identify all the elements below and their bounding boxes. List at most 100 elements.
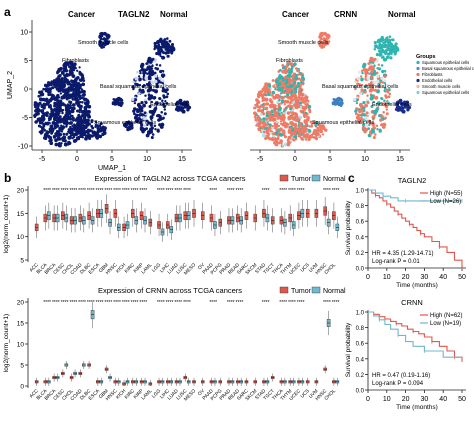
umap-right-point: [271, 94, 274, 97]
umap-left-point: [146, 123, 149, 127]
umap-right-cluster-fibro: Fibroblasts: [276, 58, 303, 64]
umap-right-cluster-smooth: Smooth muscle cells: [278, 40, 329, 46]
umap-left-point: [164, 43, 169, 48]
umap-right-point: [282, 121, 287, 125]
umap-left-point: [162, 95, 166, 99]
umap-right-point: [381, 69, 385, 74]
kmBotCurves-xtick-label: 20: [402, 396, 410, 403]
umap-left-point: [42, 106, 46, 110]
umap-right-point: [286, 61, 290, 64]
umap-right-point: [294, 113, 299, 118]
umap-left-point: [71, 97, 75, 101]
significance-mark: ****: [157, 300, 165, 306]
kmBotCurves-ytick-label: 0.8: [356, 326, 365, 332]
umap-left-point: [161, 81, 165, 85]
umap-left-point: [50, 109, 55, 114]
significance-mark: ****: [61, 300, 69, 306]
significance-mark: ****: [69, 188, 77, 194]
x-tick-label: ACC: [28, 262, 40, 274]
umap-right-point: [367, 119, 371, 123]
umap-left-point: [33, 105, 37, 109]
umap-right-point: [268, 137, 272, 141]
umap-left-point: [51, 112, 55, 116]
umap-right-point: [370, 86, 375, 90]
umap-left-point: [144, 101, 148, 105]
umap-left-point: [50, 87, 53, 90]
kmBotCurves-xtick-label: 0: [366, 396, 370, 403]
umap-right-point: [264, 122, 267, 126]
km-crnn-xlabel: Time (months): [396, 404, 438, 411]
umap-right-point: [254, 117, 257, 120]
km-tagln2-pvalue: Log-rank P = 0.01: [372, 259, 420, 265]
umap-right-cancer-label: Cancer: [282, 10, 309, 19]
umap-right-point: [354, 87, 357, 91]
umap-left-point: [74, 78, 77, 81]
umap-left-point: [101, 129, 104, 132]
umap-right-point: [273, 140, 277, 145]
umap-left-point: [153, 79, 158, 84]
legend-normal-label-top: Normal: [323, 176, 346, 183]
umap-right-point: [291, 138, 295, 141]
umap-right-point: [323, 38, 328, 42]
umap-right-point: [355, 115, 360, 120]
umap-right-point: [306, 135, 309, 139]
umap-right-point: [290, 74, 295, 79]
umap-left-point: [86, 132, 90, 135]
significance-mark: ****: [332, 300, 340, 306]
significance-mark: ****: [227, 188, 235, 194]
umap-right-point: [287, 76, 291, 81]
umap-right-point: [390, 47, 394, 51]
significance-mark: ****: [157, 188, 165, 194]
umap-right-point: [286, 93, 290, 97]
umap-right-point: [262, 108, 265, 111]
umap-left-point: [64, 121, 69, 126]
umap-left-point: [46, 130, 49, 133]
umap-left-point: [57, 134, 60, 138]
umap-left-point: [142, 103, 147, 108]
km-tagln2-xlabel: Time (months): [396, 282, 438, 289]
umap-right-point: [376, 74, 380, 78]
umap-right-point: [260, 120, 265, 125]
umap-left-point: [158, 123, 162, 127]
umap-right-point: [316, 126, 320, 130]
umap-right-point: [277, 75, 282, 80]
umap-right-point: [286, 105, 289, 108]
umap-right-point: [314, 136, 318, 140]
umap-right-point: [362, 62, 367, 67]
umap-left-point: [49, 97, 53, 101]
significance-mark: ****: [174, 300, 182, 306]
umap-left-point: [94, 120, 98, 124]
umap-right-point: [304, 111, 308, 115]
umap-right-point: [256, 114, 260, 118]
km-tagln2-ylabel: Survival probability: [345, 200, 352, 255]
umap-left-xlabel: UMAP_1: [98, 165, 126, 172]
umap-left-point: [128, 121, 132, 125]
x-tick-label: GBM: [98, 388, 110, 400]
umap-left-point: [72, 107, 76, 110]
panel-b-letter: b: [4, 171, 11, 185]
umap-right-point: [353, 97, 357, 102]
umap-right-point: [384, 58, 388, 61]
umap-right-point: [398, 100, 403, 105]
umap-right-point: [401, 102, 405, 106]
umap-left-point: [76, 124, 80, 127]
umap-left-point: [57, 137, 61, 141]
kmTopCurves-ytick-label: 0.0: [356, 267, 365, 273]
umap-left-point: [98, 124, 102, 128]
umap-right-point: [295, 85, 299, 89]
umap-left-point: [168, 48, 172, 52]
umap-left-point: [156, 114, 159, 118]
umap-left-point: [55, 84, 59, 88]
umap-right-point: [340, 98, 344, 102]
umap-right-point: [373, 133, 377, 136]
umap-left-point: [50, 131, 54, 135]
umap-left-point: [60, 77, 64, 80]
umap-right-point: [288, 67, 291, 71]
umap-right-point: [373, 47, 377, 51]
umap-left-point: [147, 121, 151, 125]
umap-left-ytick-label: 0: [24, 87, 28, 94]
umap-right-point: [364, 103, 368, 108]
umap-right-point: [356, 76, 361, 81]
umap-left-point: [91, 126, 95, 130]
significance-mark: ****: [113, 188, 121, 194]
